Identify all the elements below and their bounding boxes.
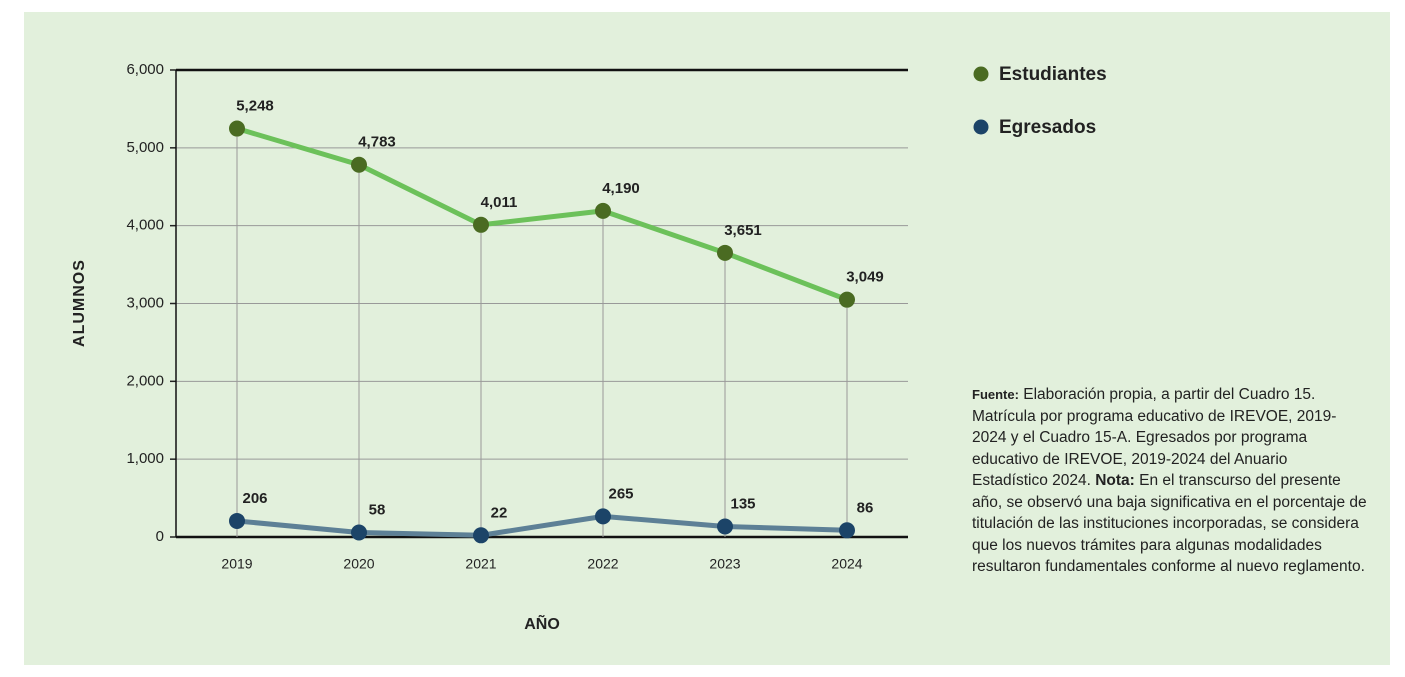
marker [351, 156, 367, 173]
marker [473, 527, 489, 544]
data-label: 206 [242, 490, 267, 507]
note-label: Nota: [1095, 472, 1135, 489]
legend-marker [973, 119, 989, 135]
data-label: 22 [491, 504, 508, 521]
x-tick-label: 2020 [343, 556, 374, 572]
source-text: Elaboración propia, a partir del Cuadro … [972, 386, 1337, 489]
marker [595, 202, 611, 219]
series-line [236, 513, 848, 538]
data-label: 3,049 [846, 269, 884, 286]
marker [351, 524, 367, 541]
marker [229, 120, 245, 137]
data-label: 58 [369, 501, 386, 518]
marker [717, 518, 733, 535]
y-tick-label: 2,000 [126, 372, 164, 389]
marker [595, 508, 611, 525]
marker [839, 291, 855, 308]
data-label: 86 [857, 499, 874, 516]
marker [717, 244, 733, 261]
x-tick-label: 2021 [465, 556, 496, 572]
x-tick-label: 2024 [831, 556, 862, 572]
legend-marker [973, 66, 989, 82]
data-label: 135 [730, 495, 755, 512]
marker [839, 522, 855, 539]
data-label: 265 [608, 485, 633, 502]
source-note: Fuente: Elaboración propia, a partir del… [972, 384, 1367, 578]
data-label: 4,783 [358, 134, 396, 151]
x-tick-label: 2022 [587, 556, 618, 572]
y-axis-label: ALUMNOS [71, 259, 88, 347]
data-label: 4,011 [481, 194, 518, 211]
panel [24, 12, 1390, 665]
series-line [236, 126, 848, 303]
y-tick-label: 5,000 [126, 139, 164, 156]
x-tick-label: 2023 [709, 556, 740, 572]
y-tick-label: 6,000 [126, 61, 164, 78]
y-tick-label: 0 [156, 528, 164, 545]
legend-label: Egresados [999, 117, 1096, 138]
source-label: Fuente: [972, 387, 1019, 402]
legend-label: Estudiantes [999, 64, 1107, 85]
x-tick-label: 2019 [221, 556, 252, 572]
y-tick-label: 3,000 [126, 294, 164, 311]
y-tick-label: 1,000 [126, 450, 164, 467]
data-label: 5,248 [236, 97, 274, 114]
data-label: 3,651 [724, 222, 762, 239]
marker [229, 512, 245, 529]
x-axis-label: AÑO [524, 613, 560, 633]
marker [473, 216, 489, 233]
data-label: 4,190 [602, 180, 640, 197]
note-text: En el transcurso del presente año, se ob… [972, 472, 1367, 575]
y-tick-label: 4,000 [126, 217, 164, 234]
